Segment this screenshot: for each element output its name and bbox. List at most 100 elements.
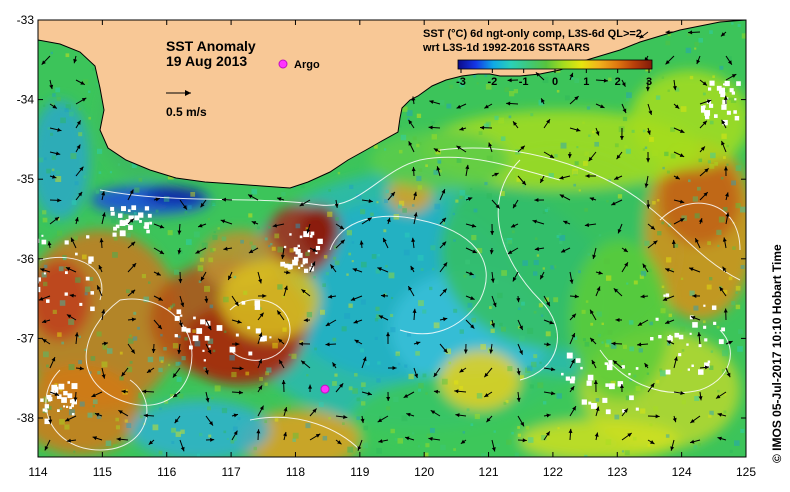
- current-arrow-head: [283, 407, 288, 412]
- longitude-axis: 114 115 116 117 118 119 120 121 122 123 124 125: [28, 20, 756, 479]
- current-arrow-head: [650, 440, 655, 444]
- current-arrow-head: [598, 270, 603, 275]
- current-arrow-head: [516, 370, 521, 376]
- current-arrow-head: [644, 183, 649, 188]
- current-arrow-head: [595, 406, 600, 411]
- current-arrow-head: [378, 439, 383, 444]
- current-arrow-head: [672, 85, 677, 91]
- current-arrow-head: [79, 166, 84, 172]
- current-arrow-head: [640, 294, 645, 299]
- current-arrow-head: [283, 431, 287, 437]
- current-arrow-head: [561, 248, 566, 253]
- current-arrow-head: [65, 417, 70, 422]
- current-arrow-head: [131, 317, 136, 322]
- current-arrow-head: [722, 237, 727, 242]
- current-arrow-head: [311, 261, 316, 266]
- current-arrow-head: [690, 316, 696, 320]
- current-arrow-head: [353, 319, 358, 324]
- current-arrow-head: [362, 356, 367, 362]
- current-arrow-head: [534, 246, 540, 251]
- current-arrow-head: [689, 267, 694, 272]
- current-arrow-head: [569, 72, 574, 78]
- current-vectors: [38, 30, 737, 452]
- lon-tick-label: 114: [28, 465, 47, 479]
- current-arrow-head: [233, 430, 238, 436]
- current-arrow-head: [704, 168, 709, 173]
- current-arrow-head: [534, 198, 539, 203]
- colorbar-tick-label: 1: [583, 76, 589, 88]
- cloud-mask-gaps: [38, 80, 741, 425]
- current-arrow-head: [118, 410, 123, 415]
- current-arrow-head: [665, 268, 670, 272]
- current-arrow-head: [612, 360, 618, 365]
- current-arrow-head: [66, 314, 72, 319]
- current-arrow-head: [488, 142, 493, 147]
- current-arrow-head: [367, 217, 372, 222]
- current-arrow-head: [204, 298, 209, 303]
- current-arrow-head: [549, 320, 554, 325]
- current-arrow-head: [706, 99, 712, 104]
- current-arrow-head: [639, 34, 644, 39]
- current-arrow-head: [259, 405, 264, 411]
- current-arrow-head: [679, 199, 685, 204]
- map-date: 19 Aug 2013: [166, 53, 247, 69]
- current-arrow-head: [258, 359, 262, 364]
- current-arrow-head: [350, 297, 356, 301]
- current-arrow-head: [221, 197, 227, 202]
- current-arrow-head: [594, 432, 599, 437]
- current-arrow-head: [256, 429, 261, 434]
- current-arrow-head: [368, 199, 373, 203]
- current-arrow-head: [489, 250, 494, 255]
- plot-area: [38, 20, 746, 457]
- current-arrow-head: [516, 298, 521, 303]
- current-arrow-head: [258, 279, 263, 284]
- current-arrow-head: [512, 277, 517, 282]
- current-arrow-head: [540, 178, 544, 183]
- current-arrow-head: [546, 119, 551, 124]
- current-arrow-head: [103, 341, 108, 346]
- current-arrow-head: [623, 408, 628, 413]
- current-arrow-head: [695, 238, 699, 243]
- current-arrow-head: [441, 241, 447, 246]
- current-arrow-head: [679, 153, 685, 157]
- current-arrow-head: [690, 439, 695, 444]
- lat-tick-label: -36: [17, 252, 35, 266]
- current-arrow-head: [679, 218, 685, 223]
- current-arrow-head: [411, 166, 416, 172]
- current-arrow-head: [48, 419, 53, 424]
- current-arrow-head: [49, 84, 54, 90]
- current-arrow-head: [42, 338, 47, 343]
- current-arrow-head: [614, 176, 619, 180]
- current-arrow-head: [507, 78, 512, 83]
- current-arrow-head: [692, 293, 697, 298]
- current-arrow-head: [94, 412, 100, 417]
- current-arrow-head: [731, 74, 737, 78]
- current-arrow-head: [299, 202, 305, 207]
- current-arrow-head: [235, 342, 240, 347]
- current-arrow-head: [721, 140, 725, 146]
- current-arrow-head: [722, 266, 727, 272]
- current-arrow-head: [195, 249, 200, 254]
- current-arrow-head: [430, 410, 436, 415]
- lon-tick-label: 121: [479, 465, 499, 479]
- current-arrow-head: [723, 95, 728, 100]
- current-arrow-head: [54, 217, 60, 222]
- current-arrow-head: [442, 288, 447, 294]
- current-arrow-head: [653, 240, 658, 245]
- current-arrow-head: [386, 217, 391, 223]
- current-arrow-head: [177, 230, 182, 235]
- current-arrow-head: [611, 201, 616, 206]
- current-arrow-head: [433, 372, 438, 378]
- lon-tick-label: 120: [414, 465, 434, 479]
- current-arrow-head: [66, 438, 71, 443]
- lon-tick-label: 124: [672, 465, 692, 479]
- current-arrow-head: [646, 204, 651, 209]
- current-arrow-head: [459, 368, 464, 373]
- current-arrow-head: [73, 58, 78, 64]
- current-arrow-head: [592, 254, 597, 260]
- current-arrow-head: [40, 268, 45, 272]
- current-arrow-head: [380, 293, 386, 298]
- current-arrow-head: [507, 250, 513, 254]
- current-arrow-head: [648, 110, 653, 115]
- current-arrow-head: [285, 270, 291, 275]
